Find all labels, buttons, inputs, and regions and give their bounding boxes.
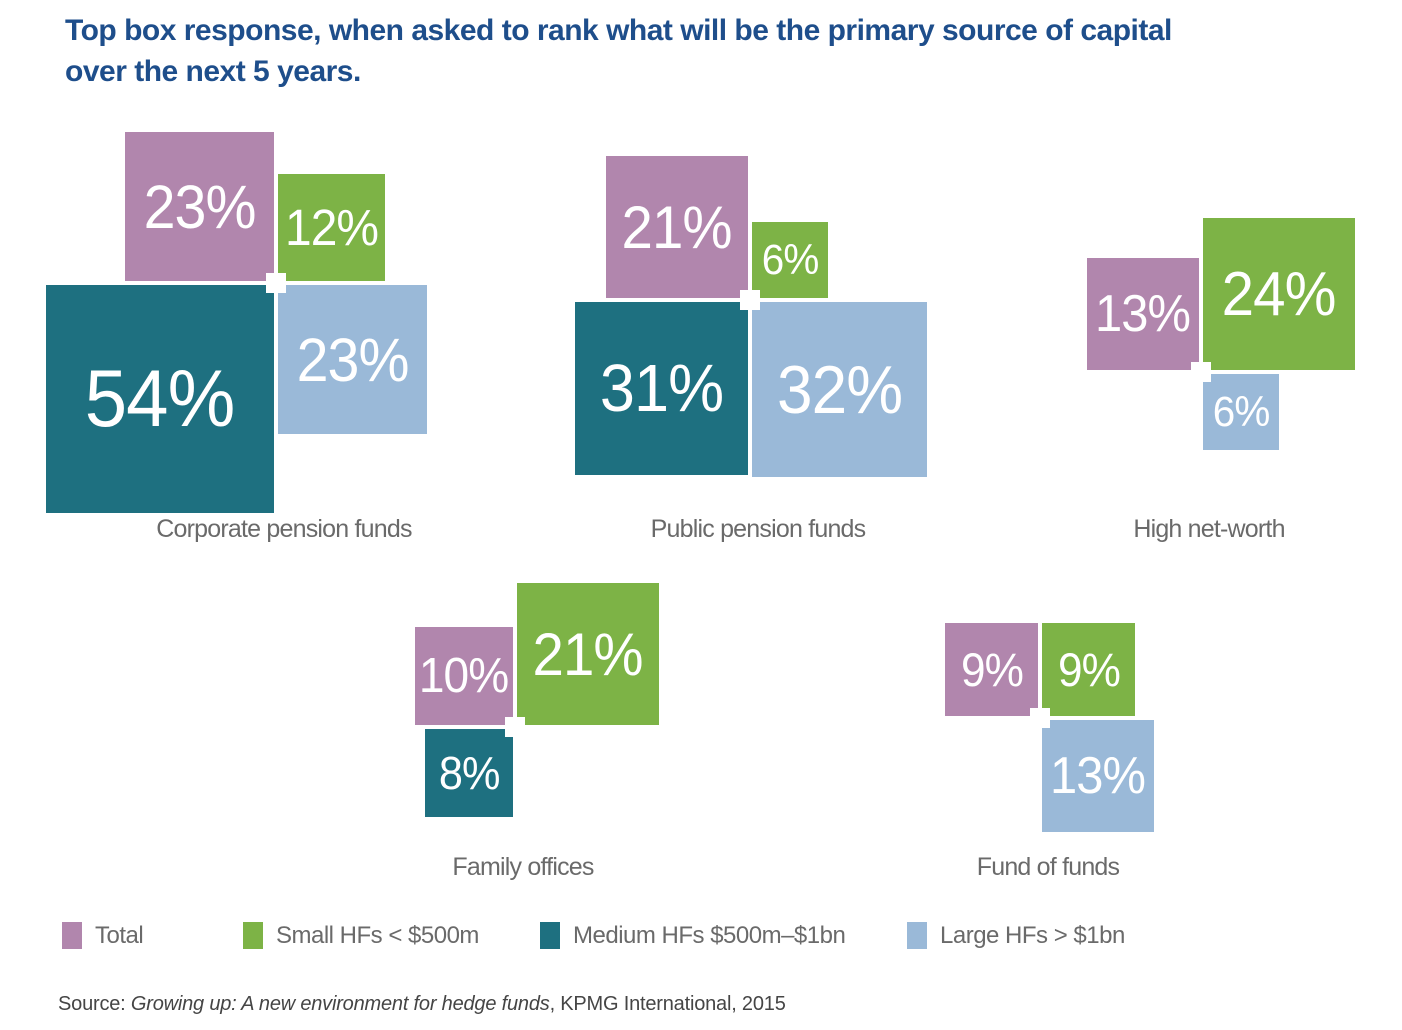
group-label-high-net-worth: High net-worth	[1133, 515, 1285, 543]
value-square-percent-label: 24%	[1222, 259, 1337, 329]
legend-label-medium: Medium HFs $500m–$1bn	[573, 922, 846, 949]
source-work-title: Growing up: A new environment for hedge …	[130, 993, 550, 1015]
value-square-small-family-offices: 21%	[517, 583, 659, 725]
value-square-percent-label: 21%	[621, 193, 733, 261]
group-label-corporate-pension-funds: Corporate pension funds	[156, 515, 412, 543]
anchor-marker-corporate-pension-funds	[266, 273, 286, 293]
value-square-percent-label: 23%	[296, 325, 410, 394]
value-square-percent-label: 12%	[284, 199, 379, 256]
value-square-total-fund-of-funds: 9%	[945, 623, 1038, 716]
value-square-small-corporate-pension-funds: 12%	[278, 174, 385, 281]
legend-item-total: Total	[62, 922, 144, 950]
value-square-percent-label: 54%	[85, 353, 236, 444]
value-square-percent-label: 10%	[419, 649, 509, 703]
value-square-percent-label: 32%	[776, 351, 903, 428]
source-suffix: , KPMG International, 2015	[549, 993, 786, 1015]
value-square-total-high-net-worth: 13%	[1087, 258, 1199, 370]
value-square-total-family-offices: 10%	[415, 627, 513, 725]
legend-label-total: Total	[95, 922, 144, 949]
source-line: Source: Growing up: A new environment fo…	[58, 993, 786, 1016]
value-square-percent-label: 13%	[1095, 285, 1191, 343]
legend-item-large: Large HFs > $1bn	[907, 922, 1125, 950]
group-label-public-pension-funds: Public pension funds	[650, 515, 867, 543]
value-square-medium-public-pension-funds: 31%	[575, 302, 748, 475]
value-square-percent-label: 6%	[1212, 387, 1270, 436]
anchor-marker-public-pension-funds	[740, 290, 760, 310]
legend-swatch-medium	[540, 922, 560, 949]
value-square-percent-label: 9%	[1057, 643, 1121, 696]
legend-swatch-small	[243, 922, 263, 949]
value-square-percent-label: 6%	[761, 235, 819, 284]
value-square-large-public-pension-funds: 32%	[752, 302, 927, 477]
value-square-large-high-net-worth: 6%	[1203, 374, 1279, 450]
group-label-fund-of-funds: Fund of funds	[976, 853, 1120, 881]
value-square-total-corporate-pension-funds: 23%	[125, 132, 274, 281]
source-prefix: Source:	[58, 993, 131, 1015]
chart-title: Top box response, when asked to rank wha…	[65, 10, 1172, 92]
value-square-percent-label: 31%	[599, 351, 724, 426]
value-square-medium-family-offices: 8%	[425, 729, 513, 817]
value-square-percent-label: 13%	[1050, 747, 1146, 805]
value-square-large-fund-of-funds: 13%	[1042, 720, 1154, 832]
legend-label-small: Small HFs < $500m	[276, 922, 479, 949]
value-square-small-fund-of-funds: 9%	[1042, 623, 1135, 716]
group-label-family-offices: Family offices	[452, 853, 594, 881]
legend-swatch-large	[907, 922, 927, 949]
value-square-percent-label: 21%	[532, 620, 644, 688]
legend-swatch-total	[62, 922, 82, 949]
anchor-marker-high-net-worth	[1191, 362, 1211, 382]
legend-label-large: Large HFs > $1bn	[940, 922, 1125, 949]
legend-item-small: Small HFs < $500m	[243, 922, 479, 950]
anchor-marker-family-offices	[505, 717, 525, 737]
chart-title-line-2: over the next 5 years.	[65, 55, 361, 88]
value-square-percent-label: 9%	[960, 643, 1024, 696]
value-square-total-public-pension-funds: 21%	[606, 156, 748, 298]
chart-title-line-1: Top box response, when asked to rank wha…	[65, 14, 1172, 47]
value-square-percent-label: 8%	[438, 747, 501, 799]
anchor-marker-fund-of-funds	[1030, 708, 1050, 728]
value-square-percent-label: 23%	[143, 172, 257, 241]
value-square-medium-corporate-pension-funds: 54%	[46, 285, 274, 513]
legend-item-medium: Medium HFs $500m–$1bn	[540, 922, 846, 950]
value-square-small-high-net-worth: 24%	[1203, 218, 1355, 370]
value-square-large-corporate-pension-funds: 23%	[278, 285, 427, 434]
value-square-small-public-pension-funds: 6%	[752, 222, 828, 298]
